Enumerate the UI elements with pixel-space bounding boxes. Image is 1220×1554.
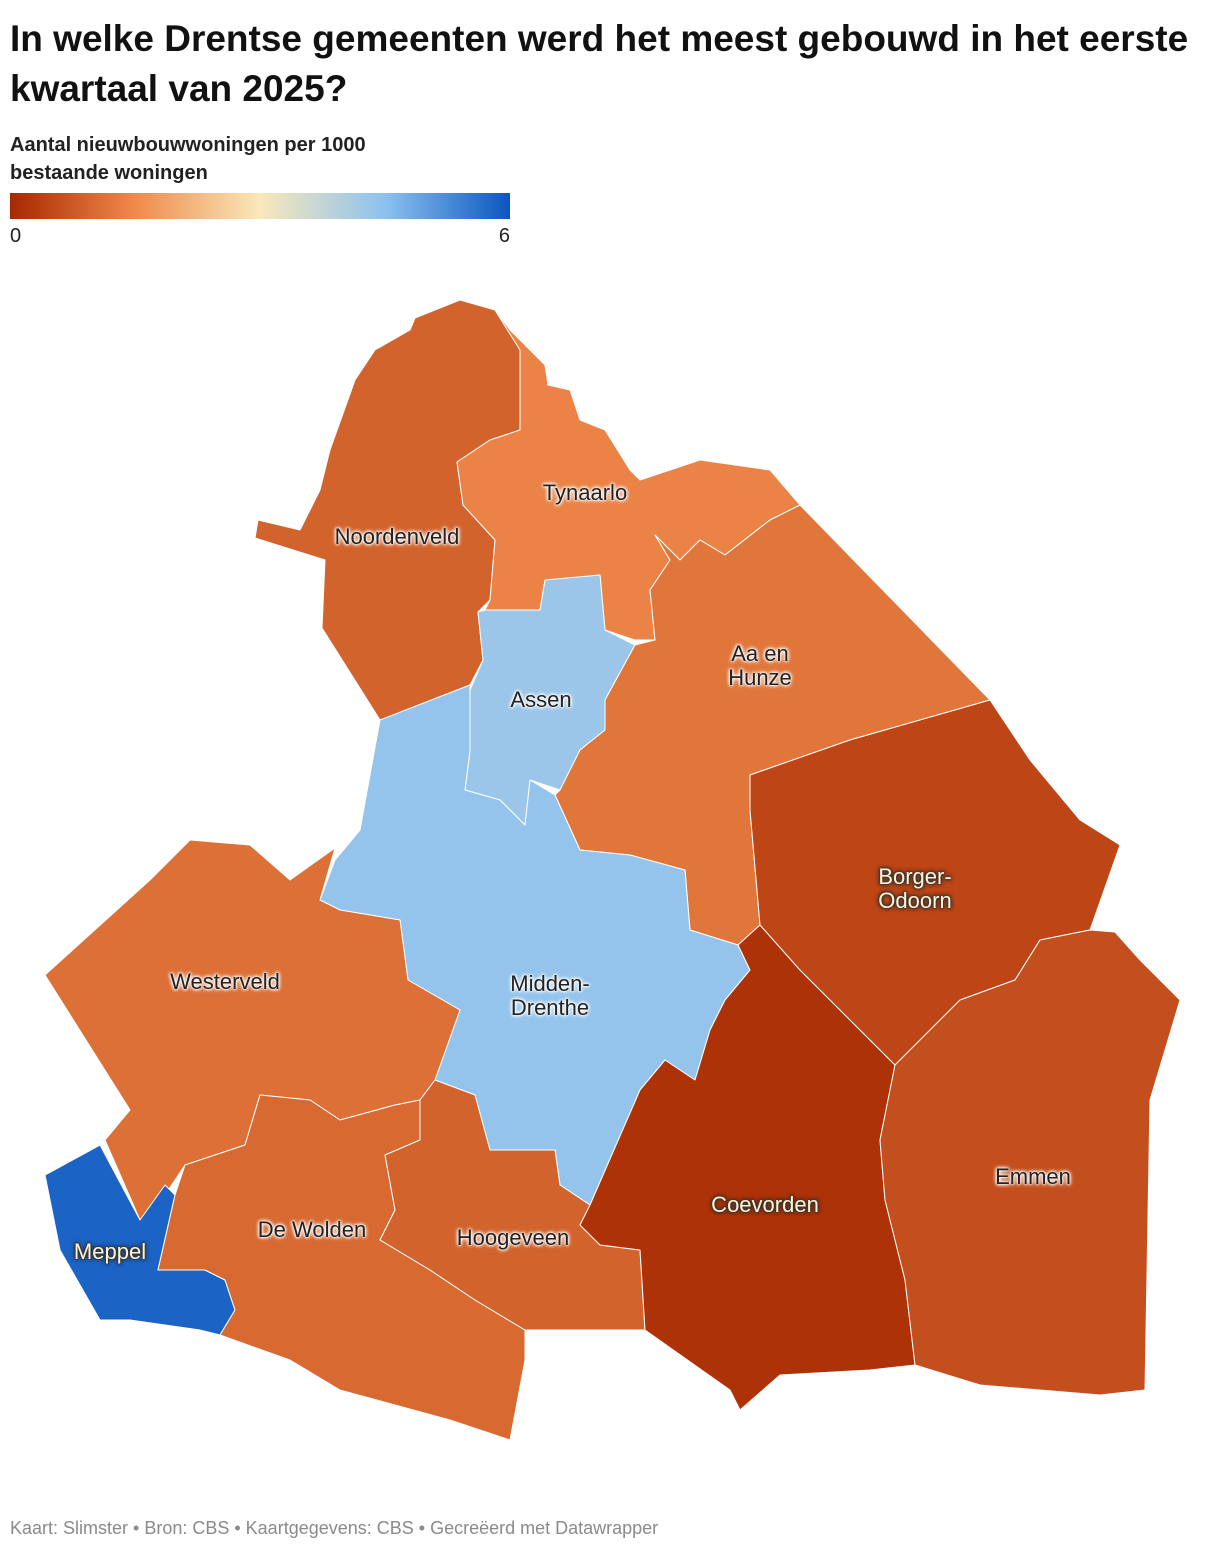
legend-tick: 6 [498, 225, 510, 247]
legend-tick: 0 [10, 225, 22, 247]
region-label: Emmen [995, 1164, 1071, 1189]
region [44, 839, 461, 1221]
map [44, 299, 1181, 1441]
region-label: Westerveld [170, 969, 280, 994]
region-label: Midden-Drenthe [510, 971, 590, 1020]
region-label: Borger-Odoorn [878, 864, 952, 913]
region-label: Hoogeveen [456, 1225, 570, 1250]
region-label: Aa en Hunze [728, 641, 792, 690]
region-label: Tynaarlo [542, 480, 628, 505]
region-label: Meppel [73, 1239, 147, 1264]
region-label: De Wolden [257, 1217, 367, 1242]
region-label: Coevorden [711, 1192, 819, 1217]
region [879, 929, 1181, 1396]
subtitle: Aantal nieuwbouwwoningen per 1000 bestaa… [10, 134, 366, 184]
region-label: Noordenveld [334, 524, 460, 549]
footer: Kaart: Slimster • Bron: CBS • Kaartgegev… [10, 1518, 659, 1538]
region-label: Assen [510, 687, 572, 712]
color-legend [10, 193, 510, 219]
title: In welke Drentse gemeenten werd het mees… [10, 18, 1189, 109]
